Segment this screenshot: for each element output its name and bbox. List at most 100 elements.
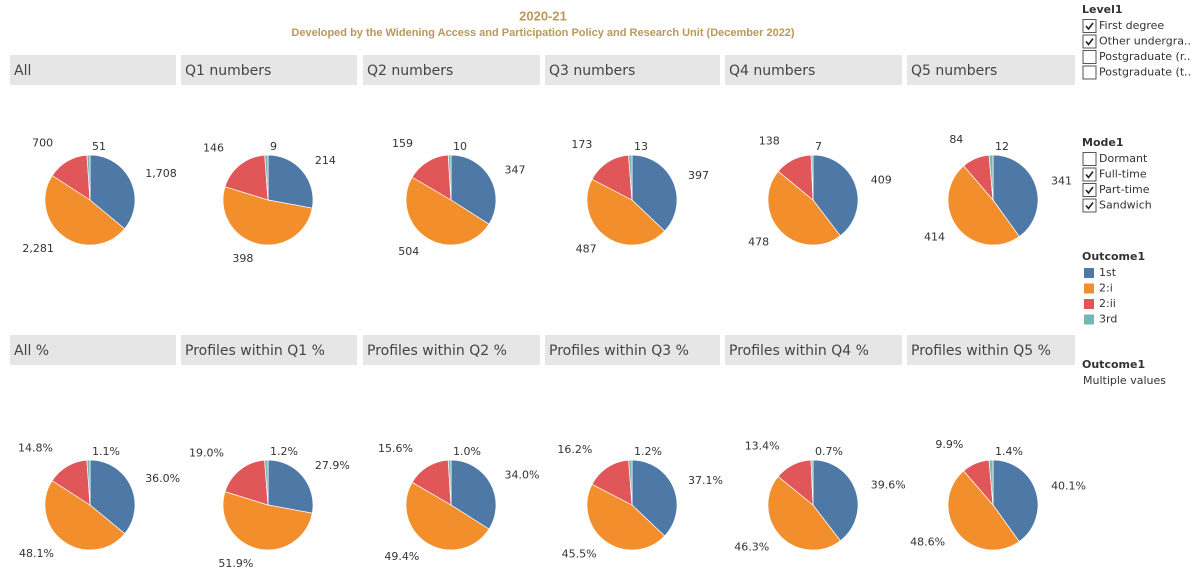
pie-slice: [44, 480, 126, 551]
panel-title: Q3 numbers: [549, 63, 635, 79]
panel-title: Q5 numbers: [911, 63, 997, 79]
filter-option[interactable]: Postgraduate (r..: [1099, 50, 1190, 63]
data-label: 51: [92, 140, 106, 153]
panel-header: [363, 55, 540, 85]
pie-slice: [631, 154, 678, 232]
data-label: 49.4%: [384, 550, 419, 563]
data-label: 48.1%: [19, 547, 54, 560]
pie-slice: [992, 154, 1039, 238]
pie-slice: [591, 459, 633, 506]
filter-option[interactable]: Full-time: [1099, 168, 1147, 181]
pie-slice: [812, 154, 859, 237]
data-label: 2,281: [22, 242, 54, 255]
filter-option[interactable]: Postgraduate (t..: [1099, 66, 1191, 79]
pie-slice: [86, 459, 91, 506]
panel-title: Profiles within Q2 %: [367, 343, 507, 359]
filter-option[interactable]: First degree: [1099, 19, 1164, 32]
pie-slice: [224, 459, 269, 506]
data-label: 159: [392, 137, 413, 150]
checkbox[interactable]: [1082, 19, 1097, 33]
data-label: 478: [748, 235, 769, 248]
data-label: 15.6%: [378, 442, 413, 455]
check-mark: [1085, 171, 1094, 179]
filter-option[interactable]: Other undergra..: [1099, 35, 1191, 48]
pie-slice: [264, 459, 269, 506]
data-label: 487: [576, 243, 597, 256]
panel-title: All %: [14, 343, 49, 359]
filter-option[interactable]: Part-time: [1099, 183, 1150, 196]
legend-swatch: [1084, 283, 1094, 294]
pie-slice: [86, 154, 91, 201]
data-label: 39.6%: [871, 478, 906, 491]
pie-slice: [988, 459, 994, 506]
panel-title: Q4 numbers: [729, 63, 815, 79]
filter-title: Mode1: [1082, 136, 1124, 149]
pie-slice: [767, 170, 841, 246]
data-label: 37.1%: [688, 474, 723, 487]
pie-slice: [224, 154, 269, 201]
filter-option[interactable]: Dormant: [1099, 152, 1148, 165]
pie-slice: [767, 476, 841, 551]
data-label: 46.3%: [734, 540, 769, 553]
data-label: 84: [949, 133, 963, 146]
pie-slice: [810, 459, 814, 506]
data-label: 34.0%: [504, 469, 539, 482]
panel-header: [181, 55, 357, 85]
data-label: 398: [232, 252, 253, 265]
data-label: 397: [688, 169, 709, 182]
panel-header: [545, 335, 720, 365]
legend-swatch: [1084, 314, 1094, 325]
data-label: 7: [815, 140, 822, 153]
data-label: 1.2%: [634, 445, 662, 458]
panel-header: [363, 335, 540, 365]
pie-slice: [447, 154, 452, 201]
data-label: 12: [995, 140, 1009, 153]
checkbox[interactable]: [1082, 34, 1097, 49]
pie-slice: [947, 470, 1020, 551]
panel-title: Profiles within Q4 %: [729, 343, 869, 359]
legend-swatch: [1084, 268, 1094, 278]
checkbox[interactable]: [1082, 198, 1097, 213]
data-label: 9.9%: [935, 438, 963, 451]
data-label: 138: [759, 134, 780, 147]
pie-slice: [447, 459, 452, 506]
checkbox[interactable]: [1082, 65, 1097, 80]
check-mark: [1085, 22, 1094, 31]
filter-option[interactable]: Sandwich: [1099, 199, 1152, 212]
pie-slice: [988, 154, 994, 201]
panel-header: [907, 55, 1075, 85]
panel-title: Profiles within Q1 %: [185, 343, 325, 359]
panel-title: All: [14, 63, 31, 79]
pie-slice: [947, 165, 1020, 246]
checkbox[interactable]: [1082, 183, 1097, 197]
check-mark: [1085, 202, 1094, 210]
data-label: 347: [504, 164, 525, 177]
data-label: 214: [315, 154, 336, 167]
panel-header: [10, 335, 176, 365]
pie-slice: [405, 176, 490, 246]
data-label: 1.1%: [92, 445, 120, 458]
panel-title: Q1 numbers: [185, 63, 271, 79]
data-label: 1.4%: [995, 445, 1023, 458]
panel-header: [181, 335, 357, 365]
checkbox[interactable]: [1082, 167, 1097, 182]
pie-slice: [89, 459, 136, 535]
data-label: 146: [203, 141, 224, 154]
pie-slice: [264, 154, 269, 201]
data-label: 9: [270, 140, 277, 153]
data-label: 48.6%: [910, 536, 945, 549]
panel-title: Profiles within Q5 %: [911, 343, 1051, 359]
panel-title: Q2 numbers: [367, 63, 453, 79]
data-label: 1,708: [145, 167, 177, 180]
checkbox[interactable]: [1082, 50, 1097, 64]
data-label: 1.0%: [453, 445, 481, 458]
panel-header: [10, 55, 176, 85]
pie-slice: [267, 459, 314, 514]
filter-value[interactable]: Multiple values: [1083, 374, 1166, 387]
panel-header: [725, 55, 902, 85]
legend-swatch: [1084, 299, 1094, 309]
checkbox[interactable]: [1082, 152, 1097, 166]
data-label: 14.8%: [18, 441, 53, 454]
panel-header: [725, 335, 902, 365]
